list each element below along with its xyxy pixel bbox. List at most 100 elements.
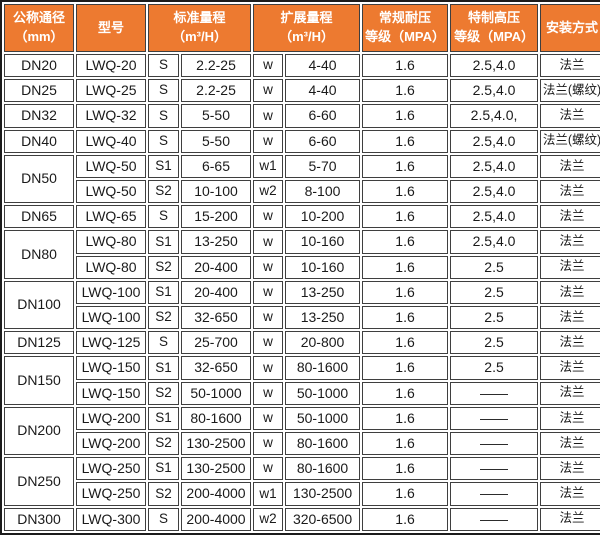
- ext-range-cell: 8-100: [285, 180, 361, 204]
- table-row: LWQ-100 S2 32-650 w 13-250 1.6 2.5 法兰: [4, 306, 600, 330]
- ext-range-cell: 6-60: [285, 104, 361, 128]
- ext-range-cell: 130-2500: [285, 482, 361, 506]
- nominal-diameter-cell: DN80: [4, 230, 74, 279]
- ext-range-cell: 50-1000: [285, 406, 361, 431]
- model-cell: LWQ-50: [76, 180, 146, 204]
- install-cell: 法兰: [540, 482, 600, 506]
- pressure-high-cell: 2.5: [450, 356, 539, 380]
- pressure-high-cell: ——: [450, 507, 539, 531]
- model-cell: LWQ-200: [76, 432, 146, 456]
- std-code-cell: S1: [148, 457, 179, 481]
- table-row: DN300 LWQ-300 S 200-4000 w2 320-6500 1.6…: [4, 507, 600, 531]
- pressure-high-cell: 2.5,4.0: [450, 79, 539, 103]
- pressure-standard-cell: 1.6: [362, 180, 449, 204]
- std-range-cell: 130-2500: [181, 432, 252, 456]
- model-cell: LWQ-65: [76, 205, 146, 229]
- pressure-high-cell: ——: [450, 482, 539, 506]
- model-cell: LWQ-150: [76, 356, 146, 380]
- std-range-cell: 2.2-25: [181, 54, 252, 78]
- pressure-high-cell: 2.5,4.0: [450, 154, 539, 179]
- nominal-diameter-cell: DN250: [4, 457, 74, 506]
- install-cell: 法兰(螺纹): [540, 129, 600, 153]
- table-row: DN250 LWQ-250 S1 130-2500 w 80-1600 1.6 …: [4, 457, 600, 506]
- install-cell: 法兰: [540, 406, 600, 431]
- header-row: 公称通径 （mm） 型号 标准量程 （m³/H） 扩展量程 （m³/H） 常规耐…: [4, 4, 600, 52]
- ext-code-cell: w: [253, 129, 284, 153]
- pressure-high-cell: 2.5: [450, 280, 539, 305]
- std-range-cell: 5-50: [181, 129, 252, 153]
- ext-code-cell: w2: [253, 507, 284, 531]
- install-cell: 法兰(螺纹): [540, 79, 600, 103]
- ext-range-cell: 13-250: [285, 306, 361, 330]
- table-row: DN200 LWQ-200 S1 80-1600 w 50-1000 1.6 —…: [4, 406, 600, 456]
- model-cell: LWQ-32: [76, 104, 146, 128]
- pressure-standard-cell: 1.6: [362, 54, 449, 78]
- pressure-high-cell: 2.5,4.0: [450, 205, 539, 229]
- pressure-standard-cell: 1.6: [362, 457, 449, 481]
- std-code-cell: S2: [148, 306, 179, 330]
- std-range-cell: 32-650: [181, 306, 252, 330]
- ext-code-cell: w: [253, 280, 284, 305]
- pressure-high-cell: 2.5,4.0: [450, 129, 539, 153]
- install-cell: 法兰: [540, 331, 600, 355]
- ext-code-cell: w: [253, 54, 284, 78]
- std-range-cell: 200-4000: [181, 482, 252, 506]
- ext-range-cell: 10-160: [285, 255, 361, 279]
- table-row: DN80 LWQ-80 S1 13-250 w 10-160 1.6 2.5,4…: [4, 230, 600, 279]
- table-row: DN125 LWQ-125 S 25-700 w 20-800 1.6 2.5 …: [4, 331, 600, 355]
- header-installation: 安装方式: [540, 4, 600, 52]
- pressure-standard-cell: 1.6: [362, 230, 449, 254]
- install-cell: 法兰: [540, 381, 600, 405]
- pressure-standard-cell: 1.6: [362, 507, 449, 531]
- std-range-cell: 32-650: [181, 356, 252, 380]
- pressure-high-cell: 2.5: [450, 306, 539, 330]
- std-code-cell: S: [148, 331, 179, 355]
- std-code-cell: S1: [148, 406, 179, 431]
- pressure-standard-cell: 1.6: [362, 255, 449, 279]
- table-row: DN100 LWQ-100 S1 20-400 w 13-250 1.6 2.5…: [4, 280, 600, 330]
- std-range-cell: 2.2-25: [181, 79, 252, 103]
- pressure-standard-cell: 1.6: [362, 432, 449, 456]
- ext-range-cell: 80-1600: [285, 432, 361, 456]
- model-cell: LWQ-100: [76, 280, 146, 305]
- nominal-diameter-cell: DN300: [4, 507, 74, 531]
- ext-range-cell: 4-40: [285, 79, 361, 103]
- table-row: LWQ-80 S2 20-400 w 10-160 1.6 2.5 法兰: [4, 255, 600, 279]
- pressure-high-cell: ——: [450, 432, 539, 456]
- install-cell: 法兰: [540, 230, 600, 254]
- pressure-standard-cell: 1.6: [362, 356, 449, 380]
- ext-range-cell: 80-1600: [285, 356, 361, 380]
- ext-code-cell: w1: [253, 482, 284, 506]
- ext-code-cell: w1: [253, 154, 284, 179]
- pressure-high-cell: ——: [450, 457, 539, 481]
- std-range-cell: 80-1600: [181, 406, 252, 431]
- std-code-cell: S2: [148, 432, 179, 456]
- std-code-cell: S: [148, 79, 179, 103]
- ext-range-cell: 5-70: [285, 154, 361, 179]
- table-row: DN25 LWQ-25 S 2.2-25 w 4-40 1.6 2.5,4.0 …: [4, 79, 600, 103]
- install-cell: 法兰: [540, 104, 600, 128]
- nominal-diameter-cell: DN125: [4, 331, 74, 355]
- std-code-cell: S2: [148, 381, 179, 405]
- model-cell: LWQ-80: [76, 230, 146, 254]
- install-cell: 法兰: [540, 457, 600, 481]
- std-code-cell: S2: [148, 482, 179, 506]
- install-cell: 法兰: [540, 507, 600, 531]
- std-code-cell: S2: [148, 180, 179, 204]
- model-cell: LWQ-125: [76, 331, 146, 355]
- ext-code-cell: w: [253, 457, 284, 481]
- pressure-standard-cell: 1.6: [362, 406, 449, 431]
- ext-range-cell: 10-160: [285, 230, 361, 254]
- nominal-diameter-cell: DN32: [4, 104, 74, 128]
- model-cell: LWQ-250: [76, 482, 146, 506]
- nominal-diameter-cell: DN200: [4, 406, 74, 456]
- table-row: DN32 LWQ-32 S 5-50 w 6-60 1.6 2.5,4.0, 法…: [4, 104, 600, 128]
- install-cell: 法兰: [540, 280, 600, 305]
- pressure-high-cell: 2.5: [450, 331, 539, 355]
- ext-range-cell: 4-40: [285, 54, 361, 78]
- model-cell: LWQ-20: [76, 54, 146, 78]
- pressure-standard-cell: 1.6: [362, 331, 449, 355]
- header-pressure-high: 特制高压 等级（MPA）: [450, 4, 539, 52]
- ext-range-cell: 10-200: [285, 205, 361, 229]
